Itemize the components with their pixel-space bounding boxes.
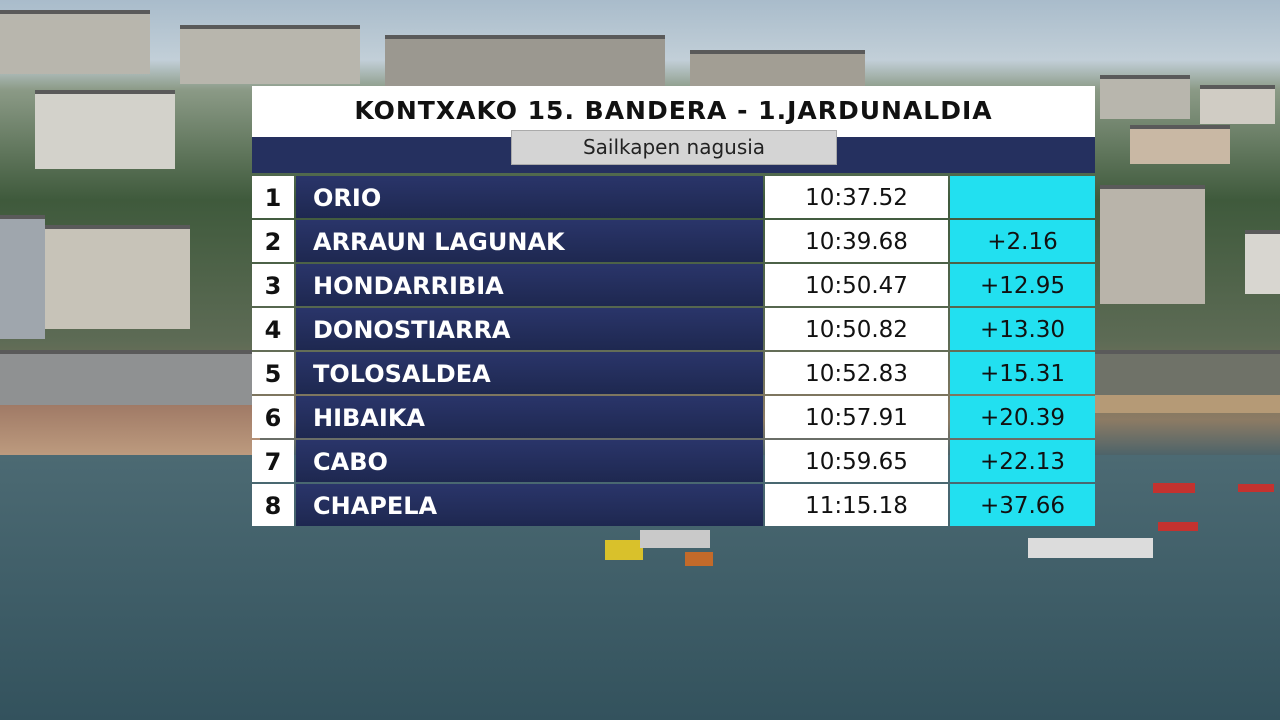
building [40,225,190,329]
promenade [0,350,252,414]
gap: +22.13 [950,440,1095,482]
standings-row: 4 DONOSTIARRA 10:50.82 +13.30 [252,308,1095,350]
rank: 2 [252,220,294,262]
building [180,25,360,84]
rank: 1 [252,176,294,218]
standings-row: 8 CHAPELA 11:15.18 +37.66 [252,484,1095,526]
team-name: ARRAUN LAGUNAK [296,220,763,262]
gap: +2.16 [950,220,1095,262]
team-name: HONDARRIBIA [296,264,763,306]
building [0,215,45,339]
team-name: ORIO [296,176,763,218]
standings-row: 7 CABO 10:59.65 +22.13 [252,440,1095,482]
boat [1238,484,1274,492]
standings-row: 5 TOLOSALDEA 10:52.83 +15.31 [252,352,1095,394]
building [35,90,175,169]
boat [1153,483,1195,493]
rank: 4 [252,308,294,350]
boat [685,552,713,566]
building [1100,75,1190,119]
gap [950,176,1095,218]
team-name: CHAPELA [296,484,763,526]
beach [1095,395,1280,413]
standings-row: 1 ORIO 10:37.52 [252,176,1095,218]
title: KONTXAKO 15. BANDERA - 1.JARDUNALDIA [252,86,1095,137]
boat [1158,522,1198,531]
time: 11:15.18 [765,484,948,526]
building [1100,185,1205,304]
team-name: TOLOSALDEA [296,352,763,394]
time: 10:37.52 [765,176,948,218]
time: 10:52.83 [765,352,948,394]
building [1245,230,1280,294]
time: 10:59.65 [765,440,948,482]
building [1130,125,1230,164]
standings-row: 3 HONDARRIBIA 10:50.47 +12.95 [252,264,1095,306]
subtitle: Sailkapen nagusia [511,130,837,165]
team-name: CABO [296,440,763,482]
time: 10:57.91 [765,396,948,438]
gap: +20.39 [950,396,1095,438]
rank: 6 [252,396,294,438]
rank: 8 [252,484,294,526]
boat [605,540,643,560]
boat [640,530,710,548]
standings-row: 6 HIBAIKA 10:57.91 +20.39 [252,396,1095,438]
gap: +12.95 [950,264,1095,306]
time: 10:50.47 [765,264,948,306]
building [385,35,665,89]
gap: +37.66 [950,484,1095,526]
rank: 5 [252,352,294,394]
building [1200,85,1275,124]
team-name: HIBAIKA [296,396,763,438]
promenade [1095,350,1280,399]
gap: +13.30 [950,308,1095,350]
gap: +15.31 [950,352,1095,394]
rank: 7 [252,440,294,482]
standings-panel: KONTXAKO 15. BANDERA - 1.JARDUNALDIA Sai… [252,86,1095,526]
team-name: DONOSTIARRA [296,308,763,350]
time: 10:39.68 [765,220,948,262]
time: 10:50.82 [765,308,948,350]
building [0,10,150,74]
boat [1028,538,1153,558]
rank: 3 [252,264,294,306]
standings-row: 2 ARRAUN LAGUNAK 10:39.68 +2.16 [252,220,1095,262]
